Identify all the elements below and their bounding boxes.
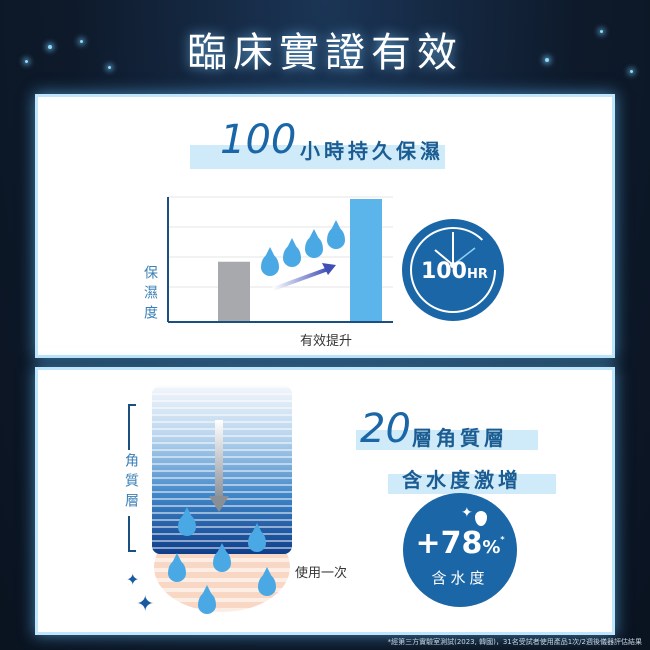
star [25,60,28,63]
water-drop-icon [168,553,186,582]
sparkle-icon: ✦ [136,592,155,617]
side-label: 角質層 [121,450,141,516]
water-drop-icon [305,229,323,258]
clock-value: 100 [421,259,467,284]
sparkle-icon: ✦ [461,505,473,521]
rise-arrow [272,267,329,291]
x-axis-label: 有效提升 [300,334,353,349]
badge-value: +78 [415,526,483,561]
bar-after [350,199,382,322]
arrow-head-icon [322,263,336,275]
stratum-corneum-panel: 角質層 ✦ ✦ 使用一次 20 層角質層 含水度激增 ✦ +78%* 含水度 [38,370,612,632]
star [48,45,52,49]
badge-unit: % [482,537,501,558]
badge-asterisk: * [500,535,505,544]
bar-before [218,261,250,322]
water-drop-icon [248,523,266,552]
water-drop-icon [327,220,345,249]
subheading-highlight [388,474,556,494]
bar-chart [167,196,507,323]
hydration-panel: 100 小時持久保濕 100HR 保濕度 有效提升 [38,97,612,355]
badge-label: 含水度 [431,569,489,587]
heading-number: 100 [220,117,297,163]
increase-badge: ✦ +78%* 含水度 [403,493,517,607]
heading-highlight [190,145,445,169]
clock-unit: HR [466,267,488,282]
subheading: 含水度激增 [402,468,522,492]
heading-text: 層角質層 [412,426,508,450]
water-drop-icon [213,543,231,572]
star [108,66,111,69]
page-title: 臨床實證有效 [187,30,463,76]
usage-label: 使用一次 [295,566,348,581]
clock-icon [402,219,507,321]
y-axis-label: 保濕度 [142,265,158,325]
star [600,30,603,33]
water-drop-icon [258,567,276,596]
water-drop-icon [261,247,279,276]
star [545,58,549,62]
water-drop-icon [198,585,216,614]
heading-number: 20 [360,406,411,452]
star [80,40,83,43]
down-arrow-head-icon [209,496,229,512]
down-arrow-icon [215,420,223,500]
footnote: *經第三方實驗室測試(2023, 韓國)，31名受試者使用產品1次/2週後儀器評… [387,638,642,646]
water-drop-icon [283,238,301,267]
water-drop-icon [475,511,487,526]
star [630,70,633,73]
water-drop-icon [178,507,196,536]
sparkle-icon: ✦ [126,570,140,589]
heading-text: 小時持久保濕 [300,139,444,163]
heading-highlight [356,430,538,450]
